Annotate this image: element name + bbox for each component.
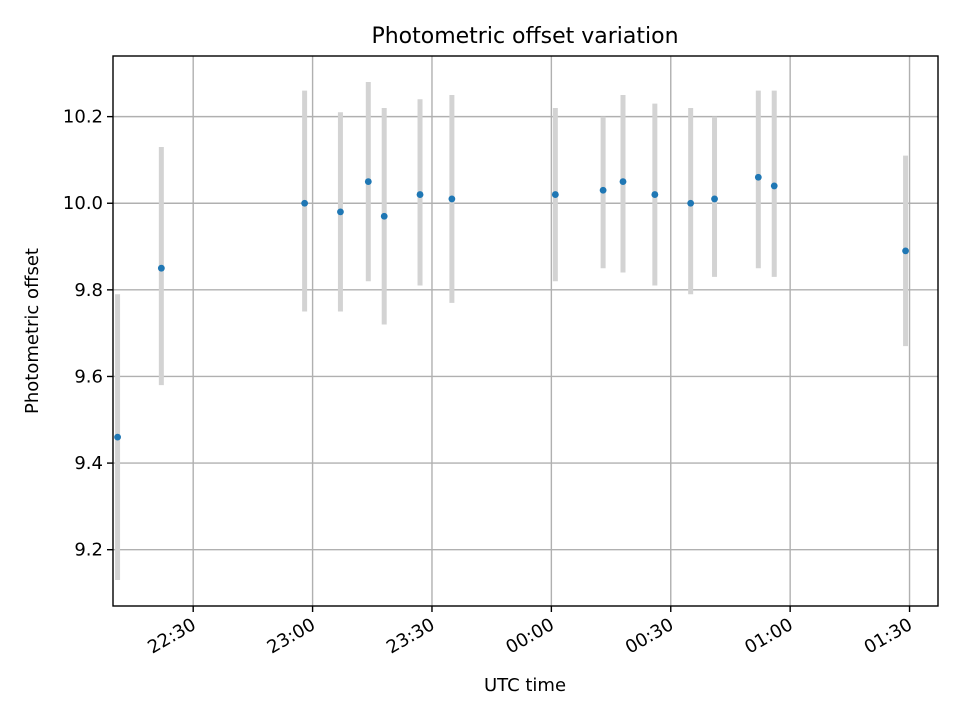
x-tick-label-4: 00:30 [622, 614, 677, 658]
data-point-10 [619, 178, 627, 185]
chart-title: Photometric offset variation [371, 24, 678, 49]
y-axis-label: Photometric offset [22, 248, 43, 414]
x-tick-label-3: 00:00 [502, 614, 557, 658]
point-layer [114, 173, 909, 441]
x-tick-label-6: 01:30 [861, 614, 916, 658]
y-tick-label-0: 9.2 [74, 540, 103, 561]
data-point-5 [380, 212, 388, 220]
x-tick-label-5: 01:00 [741, 614, 796, 658]
data-point-16 [902, 247, 909, 255]
y-tick-label-3: 9.8 [74, 280, 103, 301]
data-point-6 [416, 191, 424, 198]
y-tick-label-1: 9.4 [74, 453, 103, 474]
data-point-13 [711, 195, 718, 203]
tick-layer: 22:30 23:00 23:30 00:00 00:30 01:00 01:30 9.2 9.… [63, 107, 916, 659]
plot-frame [112, 55, 939, 607]
grid-layer [113, 56, 938, 606]
data-point-15 [770, 182, 778, 190]
data-point-9 [599, 186, 607, 194]
data-point-8 [551, 191, 559, 198]
y-tick-label-5: 10.2 [63, 107, 103, 128]
x-tick-label-0: 22:30 [144, 614, 199, 658]
x-tick-label-1: 23:00 [264, 614, 319, 658]
data-point-2 [301, 199, 309, 207]
data-point-3 [337, 208, 344, 216]
data-point-7 [448, 195, 456, 203]
data-point-12 [687, 199, 695, 207]
data-point-14 [754, 173, 762, 181]
data-point-11 [651, 191, 659, 198]
y-tick-label-4: 10.0 [63, 193, 103, 214]
errorbar-layer [115, 81, 909, 581]
data-point-1 [157, 264, 165, 272]
y-tick-label-2: 9.6 [74, 366, 103, 387]
data-point-0 [114, 433, 121, 441]
x-tick-label-2: 23:30 [383, 614, 438, 658]
data-point-4 [364, 178, 372, 185]
x-axis-label: UTC time [484, 675, 566, 696]
